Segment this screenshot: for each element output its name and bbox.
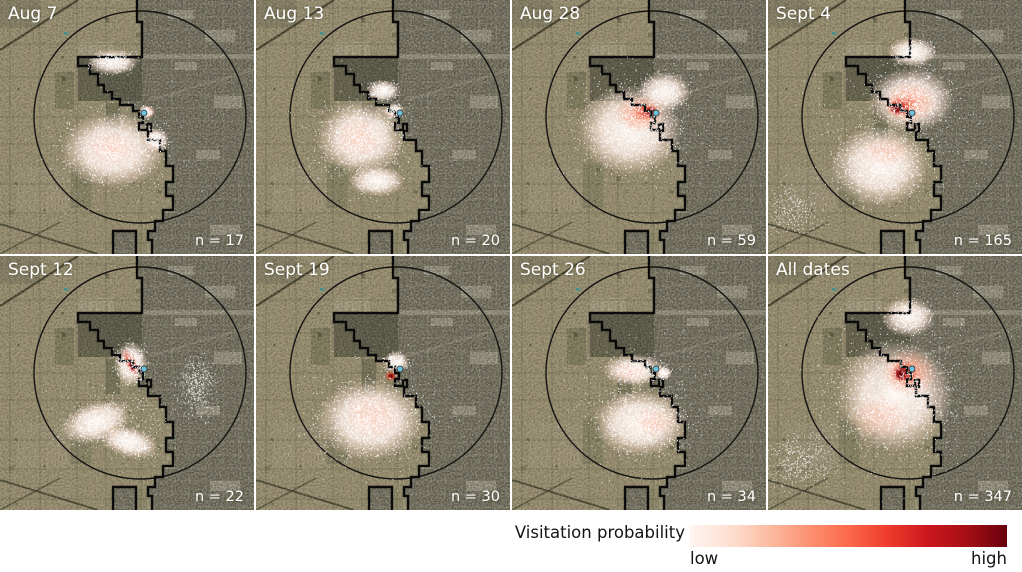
panel-date-label: Aug 7 — [8, 4, 58, 24]
satellite-heatmap — [768, 0, 1022, 254]
map-panel-aug-13: Aug 13 n = 20 — [256, 0, 510, 254]
legend: Visitation probability low high — [0, 512, 1022, 572]
nest-marker — [396, 109, 404, 117]
map-panel-sept-12: Sept 12 n = 22 — [0, 256, 254, 510]
legend-title: Visitation probability — [514, 523, 685, 542]
nest-marker — [396, 365, 404, 373]
satellite-heatmap — [768, 256, 1022, 510]
panel-sample-size-label: n = 59 — [706, 233, 756, 249]
satellite-heatmap — [512, 256, 766, 510]
nest-marker — [908, 109, 916, 117]
legend-high-label: high — [971, 549, 1007, 568]
nest-marker — [908, 365, 916, 373]
colorbar-tick-labels: low high — [690, 549, 1007, 568]
satellite-heatmap — [512, 0, 766, 254]
panel-sample-size-label: n = 165 — [953, 233, 1012, 249]
panel-date-label: Sept 12 — [8, 260, 74, 280]
nest-marker — [140, 365, 148, 373]
panel-sample-size-label: n = 34 — [706, 489, 756, 505]
panel-sample-size-label: n = 17 — [194, 233, 244, 249]
panel-date-label: All dates — [776, 260, 850, 280]
map-panel-all-dates: All dates n = 347 — [768, 256, 1022, 510]
map-panel-sept-19: Sept 19 n = 30 — [256, 256, 510, 510]
satellite-heatmap — [0, 0, 254, 254]
panel-sample-size-label: n = 30 — [450, 489, 500, 505]
satellite-heatmap — [0, 256, 254, 510]
panel-sample-size-label: n = 347 — [953, 489, 1012, 505]
colorbar-gradient — [690, 525, 1007, 547]
satellite-heatmap — [256, 0, 510, 254]
panel-date-label: Sept 26 — [520, 260, 586, 280]
nest-marker — [652, 109, 660, 117]
legend-low-label: low — [690, 549, 719, 568]
map-panel-sept-4: Sept 4 n = 165 — [768, 0, 1022, 254]
nest-marker — [652, 365, 660, 373]
satellite-heatmap — [256, 256, 510, 510]
panel-date-label: Sept 4 — [776, 4, 831, 24]
panel-date-label: Sept 19 — [264, 260, 330, 280]
map-panel-sept-26: Sept 26 n = 34 — [512, 256, 766, 510]
panel-sample-size-label: n = 20 — [450, 233, 500, 249]
panel-date-label: Aug 13 — [264, 4, 325, 24]
nest-marker — [140, 109, 148, 117]
map-panel-aug-28: Aug 28 n = 59 — [512, 0, 766, 254]
panel-sample-size-label: n = 22 — [194, 489, 244, 505]
map-panel-aug-7: Aug 7 n = 17 — [0, 0, 254, 254]
map-panel-grid: Aug 7 n = 17 Aug 13 n = 20 Aug 28 n = 59 Sept … — [0, 0, 1022, 510]
panel-date-label: Aug 28 — [520, 4, 581, 24]
